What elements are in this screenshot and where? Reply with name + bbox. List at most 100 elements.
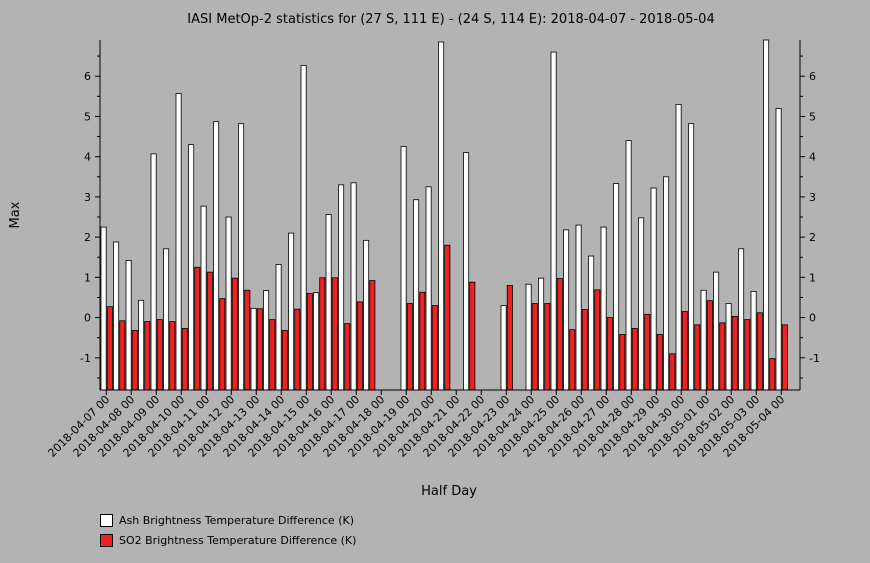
so2-bar xyxy=(694,324,701,391)
so2-bar xyxy=(544,303,551,391)
y-axis-label: Max xyxy=(8,201,23,228)
ash-bar xyxy=(363,239,370,391)
so2-bar xyxy=(606,317,613,391)
so2-bar xyxy=(706,300,713,391)
ash-bar xyxy=(663,176,670,391)
so2-bar xyxy=(131,330,138,391)
ash-bar xyxy=(775,107,782,391)
ash-bar xyxy=(200,205,207,391)
ash-bar xyxy=(650,187,657,391)
y-tick-label-right: 6 xyxy=(809,70,816,83)
so2-bar xyxy=(406,303,413,391)
ash-bar xyxy=(213,121,220,391)
ash-bar xyxy=(688,123,695,391)
ash-bar xyxy=(438,41,445,391)
ash-bar xyxy=(725,303,732,391)
legend-item-so2: SO2 Brightness Temperature Difference (K… xyxy=(100,532,356,548)
ash-bar xyxy=(700,289,707,391)
ash-bar xyxy=(138,299,145,391)
y-tick-label-left: 3 xyxy=(84,191,91,204)
bars-layer xyxy=(100,39,788,391)
so2-bar xyxy=(431,305,438,391)
so2-bar xyxy=(731,315,738,391)
ash-bar xyxy=(225,216,232,391)
y-tick-label-right: 4 xyxy=(809,151,816,164)
so2-bar xyxy=(119,320,126,391)
so2-bar xyxy=(156,319,163,391)
so2-bar xyxy=(556,278,563,391)
so2-bar xyxy=(231,277,238,391)
y-tick-label-left: 1 xyxy=(84,271,91,284)
ash-bar xyxy=(763,39,770,391)
y-tick-label-right: 0 xyxy=(809,312,816,325)
so2-bar xyxy=(181,328,188,391)
so2-bar xyxy=(419,291,426,391)
so2-bar xyxy=(656,334,663,391)
ash-bar xyxy=(100,226,107,391)
so2-bar xyxy=(444,244,451,391)
ash-bar xyxy=(250,307,257,391)
ash-bar xyxy=(113,241,120,391)
x-axis-label: Half Day xyxy=(421,484,477,499)
so2-bar xyxy=(369,280,376,391)
ash-bar xyxy=(563,229,570,391)
y-tick-label-left: 6 xyxy=(84,70,91,83)
y-tick-label-left: 5 xyxy=(84,110,91,123)
ash-bar xyxy=(275,264,282,391)
ash-bar xyxy=(300,64,307,391)
so2-bar xyxy=(619,334,626,391)
so2-bar xyxy=(269,319,276,391)
so2-bar xyxy=(256,308,263,391)
legend-swatch-so2 xyxy=(100,533,113,547)
so2-bar xyxy=(756,312,763,391)
so2-bar xyxy=(306,293,313,391)
so2-bar xyxy=(319,277,326,391)
ash-bar xyxy=(463,152,470,391)
ash-bar xyxy=(188,144,195,391)
legend-label-ash: Ash Brightness Temperature Difference (K… xyxy=(119,513,354,527)
so2-bar xyxy=(144,321,151,391)
so2-bar xyxy=(631,328,638,391)
ash-bar xyxy=(425,186,432,391)
ash-bar xyxy=(163,248,170,391)
y-tick-label-left: 4 xyxy=(84,151,91,164)
so2-bar xyxy=(744,319,751,391)
so2-bar xyxy=(594,289,601,391)
ash-bar xyxy=(150,153,157,391)
ash-bar xyxy=(600,226,607,391)
ash-bar xyxy=(288,232,295,391)
y-tick-label-right: 5 xyxy=(809,110,816,123)
so2-bar xyxy=(781,324,788,391)
so2-bar xyxy=(344,323,351,391)
so2-bar xyxy=(644,313,651,391)
so2-bar xyxy=(331,277,338,391)
ash-bar xyxy=(525,283,532,391)
ash-bar xyxy=(675,103,682,391)
so2-bar xyxy=(169,321,176,391)
ash-bar xyxy=(263,290,270,391)
ash-bar xyxy=(613,183,620,391)
y-tick-label-right: -1 xyxy=(809,352,820,365)
y-tick-label-right: 2 xyxy=(809,231,816,244)
so2-bar xyxy=(569,329,576,391)
so2-bar xyxy=(219,298,226,391)
ash-bar xyxy=(750,291,757,391)
so2-bar xyxy=(356,301,363,391)
so2-bar xyxy=(244,289,251,391)
so2-bar xyxy=(681,311,688,391)
so2-bar xyxy=(769,358,776,391)
so2-bar xyxy=(206,271,213,391)
ash-bar xyxy=(500,305,507,391)
ash-bar xyxy=(325,214,332,391)
legend-label-so2: SO2 Brightness Temperature Difference (K… xyxy=(119,533,357,547)
ash-bar xyxy=(125,260,132,391)
so2-bar xyxy=(106,306,113,391)
so2-bar xyxy=(669,353,676,391)
y-tick-label-left: -1 xyxy=(80,352,91,365)
ash-bar xyxy=(575,224,582,391)
ash-bar xyxy=(538,277,545,391)
chart-title: IASI MetOp-2 statistics for (27 S, 111 E… xyxy=(187,12,714,27)
so2-bar xyxy=(581,309,588,391)
